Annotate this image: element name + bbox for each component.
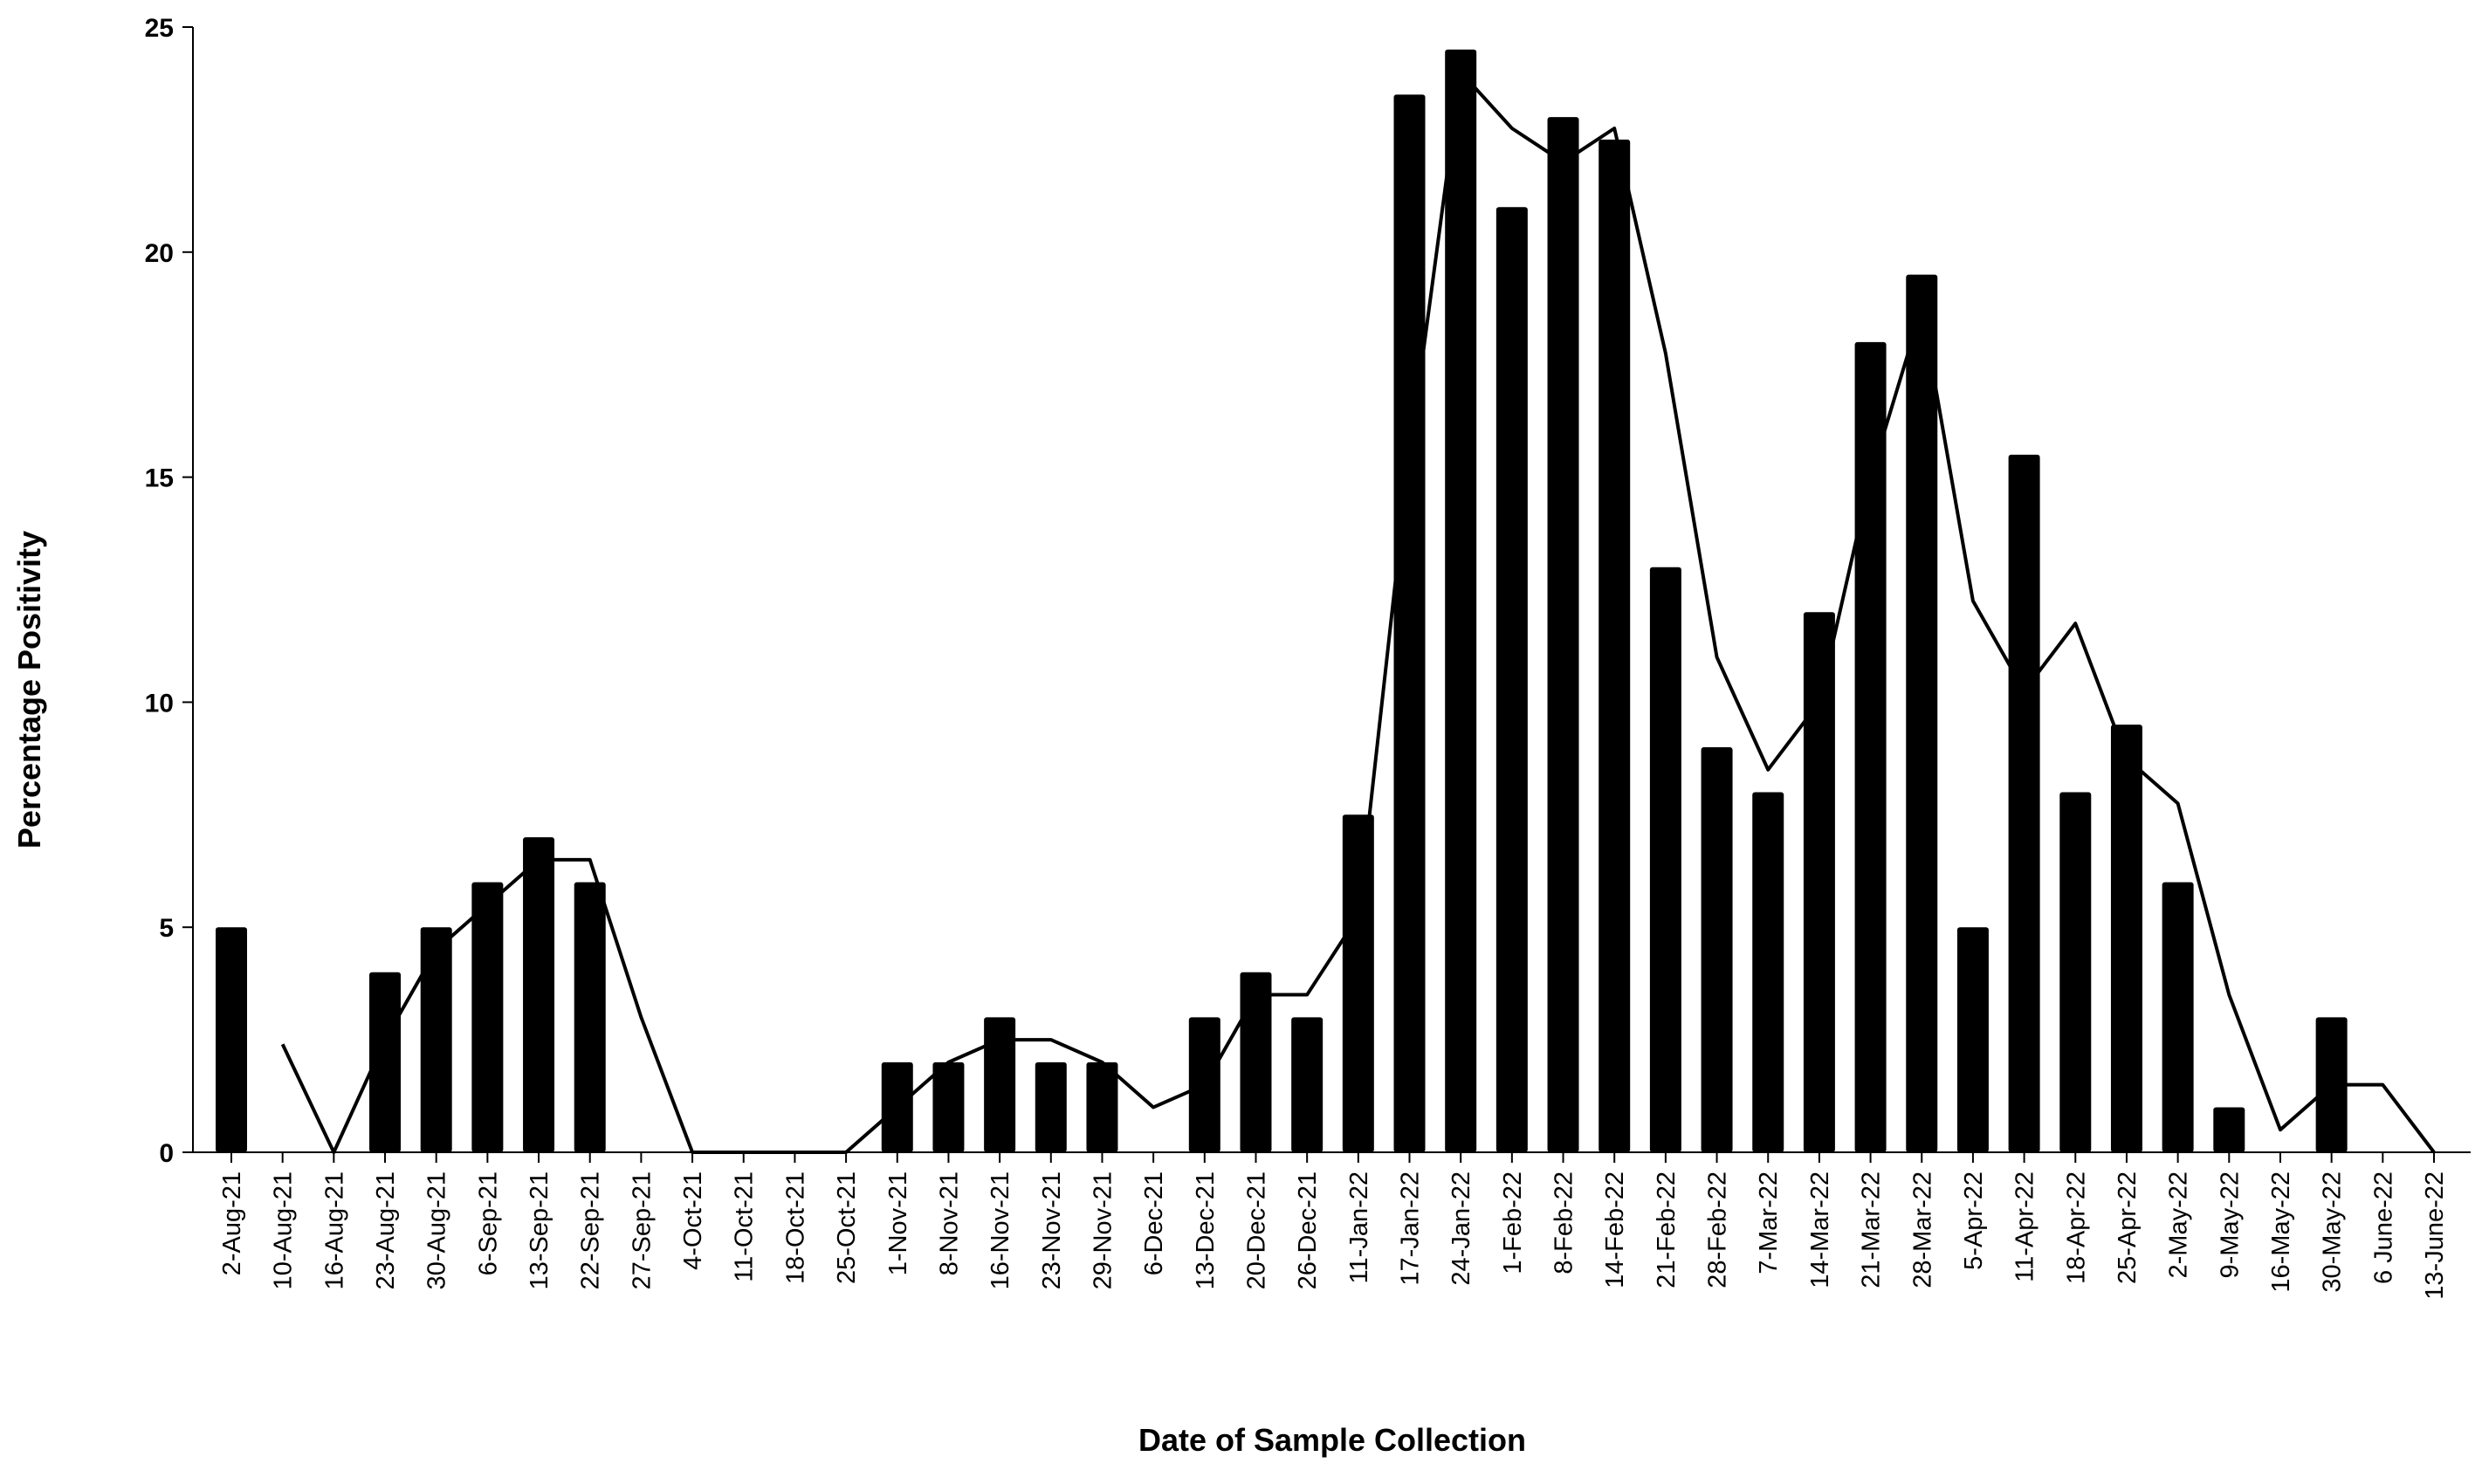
x-tick-label: 25-Oct-21 bbox=[833, 1171, 861, 1284]
x-tick-label: 2-Aug-21 bbox=[218, 1171, 246, 1275]
x-tick-label: 18-Oct-21 bbox=[781, 1171, 809, 1284]
y-tick-label: 20 bbox=[145, 239, 174, 268]
bar bbox=[1086, 1061, 1118, 1152]
bar bbox=[1342, 814, 1374, 1152]
x-tick-label: 7-Mar-22 bbox=[1755, 1171, 1783, 1274]
x-tick-label: 1-Feb-22 bbox=[1499, 1171, 1527, 1274]
x-tick-label: 16-Nov-21 bbox=[987, 1171, 1014, 1289]
y-tick-label: 5 bbox=[159, 914, 174, 943]
x-tick-label: 9-May-22 bbox=[2216, 1171, 2244, 1279]
bar bbox=[932, 1061, 965, 1152]
bar bbox=[1547, 117, 1579, 1152]
x-tick-label: 28-Feb-22 bbox=[1704, 1171, 1732, 1288]
x-tick-label: 6 June-22 bbox=[2369, 1171, 2397, 1284]
x-tick-label: 8-Feb-22 bbox=[1550, 1171, 1578, 1274]
bar bbox=[574, 882, 606, 1152]
bar bbox=[1035, 1061, 1067, 1152]
bar bbox=[2110, 725, 2142, 1152]
x-axis-title: Date of Sample Collection bbox=[1138, 1422, 1526, 1458]
x-tick-label: 30-Aug-21 bbox=[423, 1171, 451, 1289]
x-tick-label: 16-Aug-21 bbox=[320, 1171, 348, 1289]
x-tick-label: 16-May-22 bbox=[2267, 1171, 2295, 1293]
line bbox=[280, 70, 2436, 1154]
x-tick-label: 22-Sep-21 bbox=[577, 1171, 605, 1289]
bar bbox=[1854, 341, 1887, 1152]
x-tick-label: 1-Nov-21 bbox=[884, 1171, 912, 1275]
bar bbox=[984, 1017, 1016, 1152]
bar bbox=[2213, 1107, 2245, 1152]
x-tick-label: 11-Oct-21 bbox=[731, 1171, 759, 1282]
bar bbox=[1752, 792, 1784, 1152]
x-tick-label: 18-Apr-22 bbox=[2062, 1171, 2090, 1284]
x-tick-label: 30-May-22 bbox=[2319, 1171, 2347, 1293]
x-tick-label: 21-Mar-22 bbox=[1858, 1171, 1886, 1288]
bar bbox=[1445, 49, 1477, 1152]
bar bbox=[420, 927, 452, 1152]
bar bbox=[1956, 927, 1989, 1152]
x-tick-label: 13-Dec-21 bbox=[1192, 1171, 1220, 1289]
bar bbox=[369, 972, 402, 1152]
x-tick-label: 4-Oct-21 bbox=[679, 1171, 707, 1270]
y-tick-label: 15 bbox=[145, 464, 174, 493]
bar bbox=[2059, 792, 2092, 1152]
x-tick-label: 24-Jan-22 bbox=[1447, 1171, 1475, 1286]
x-tick-label: 29-Nov-21 bbox=[1089, 1171, 1117, 1289]
x-tick-label: 5-Apr-22 bbox=[1960, 1171, 1988, 1270]
x-tick-label: 25-Apr-22 bbox=[2114, 1171, 2142, 1284]
x-tick-label: 23-Aug-21 bbox=[372, 1171, 400, 1289]
x-tick-label: 26-Dec-21 bbox=[1294, 1171, 1322, 1289]
bar bbox=[2162, 882, 2194, 1152]
x-tick-label: 20-Dec-21 bbox=[1242, 1171, 1270, 1289]
y-tick-label: 0 bbox=[159, 1139, 174, 1168]
bar bbox=[1701, 746, 1733, 1152]
bar bbox=[1495, 207, 1528, 1153]
x-tick-label: 17-Jan-22 bbox=[1397, 1171, 1425, 1286]
bar bbox=[1291, 1017, 1324, 1152]
bar bbox=[1906, 274, 1938, 1153]
x-tick-label: 21-Feb-22 bbox=[1653, 1171, 1681, 1288]
bar bbox=[1599, 139, 1631, 1152]
bar bbox=[1240, 972, 1272, 1152]
x-tick-label: 11-Apr-22 bbox=[2011, 1171, 2039, 1282]
x-tick-label: 8-Nov-21 bbox=[935, 1171, 963, 1275]
y-tick-label: 25 bbox=[145, 14, 174, 43]
y-tick-label: 10 bbox=[145, 689, 174, 718]
bar bbox=[2008, 454, 2040, 1152]
x-tick-label: 6-Dec-21 bbox=[1140, 1171, 1168, 1275]
x-tick-label: 6-Sep-21 bbox=[474, 1171, 502, 1275]
x-tick-label: 10-Aug-21 bbox=[270, 1171, 298, 1289]
bar bbox=[1649, 567, 1681, 1152]
bar bbox=[523, 837, 555, 1152]
bar bbox=[1803, 612, 1835, 1152]
x-tick-label: 14-Mar-22 bbox=[1806, 1171, 1834, 1288]
x-tick-label: 13-June-22 bbox=[2421, 1171, 2449, 1300]
x-tick-label: 27-Sep-21 bbox=[628, 1171, 656, 1289]
y-axis-title: Percentage Positivity bbox=[11, 531, 47, 848]
x-tick-label: 14-Feb-22 bbox=[1601, 1171, 1629, 1288]
bar bbox=[1393, 94, 1426, 1153]
x-tick-label: 23-Nov-21 bbox=[1038, 1171, 1066, 1289]
x-tick-label: 28-Mar-22 bbox=[1908, 1171, 1936, 1288]
x-tick-label: 13-Sep-21 bbox=[526, 1171, 553, 1289]
x-tick-label: 11-Jan-22 bbox=[1345, 1171, 1373, 1283]
x-tick-label: 2-May-22 bbox=[2165, 1171, 2193, 1279]
bar bbox=[216, 927, 247, 1152]
bar bbox=[471, 882, 504, 1152]
